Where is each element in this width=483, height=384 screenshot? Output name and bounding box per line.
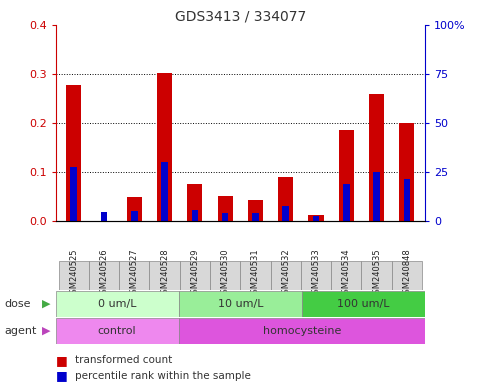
Bar: [222, 214, 228, 221]
FancyBboxPatch shape: [149, 261, 180, 290]
Bar: [369, 94, 384, 221]
FancyBboxPatch shape: [179, 291, 302, 317]
Bar: [161, 162, 168, 221]
Text: GSM240525: GSM240525: [69, 249, 78, 300]
Bar: [248, 200, 263, 221]
Bar: [187, 184, 202, 221]
Text: control: control: [98, 326, 136, 336]
Text: GSM240527: GSM240527: [130, 249, 139, 300]
FancyBboxPatch shape: [210, 261, 241, 290]
Bar: [131, 211, 138, 221]
FancyBboxPatch shape: [58, 261, 89, 290]
Bar: [313, 216, 319, 221]
Text: GDS3413 / 334077: GDS3413 / 334077: [175, 10, 306, 23]
FancyBboxPatch shape: [89, 261, 119, 290]
FancyBboxPatch shape: [302, 291, 425, 317]
Text: GSM240534: GSM240534: [342, 249, 351, 300]
Text: GSM240529: GSM240529: [190, 249, 199, 300]
FancyBboxPatch shape: [301, 261, 331, 290]
Bar: [399, 123, 414, 221]
FancyBboxPatch shape: [392, 261, 422, 290]
Bar: [343, 184, 350, 221]
Text: GSM240848: GSM240848: [402, 249, 412, 300]
FancyBboxPatch shape: [180, 261, 210, 290]
Bar: [217, 196, 233, 221]
Text: GSM240528: GSM240528: [160, 249, 169, 300]
Bar: [71, 167, 77, 221]
Bar: [339, 130, 354, 221]
Text: transformed count: transformed count: [75, 355, 172, 365]
FancyBboxPatch shape: [361, 261, 392, 290]
Bar: [127, 197, 142, 221]
Bar: [66, 85, 81, 221]
FancyBboxPatch shape: [179, 318, 425, 344]
Bar: [252, 214, 259, 221]
Text: homocysteine: homocysteine: [263, 326, 341, 336]
FancyBboxPatch shape: [56, 318, 179, 344]
Text: GSM240526: GSM240526: [99, 249, 109, 300]
Text: agent: agent: [5, 326, 37, 336]
Text: GSM240531: GSM240531: [251, 249, 260, 300]
Bar: [309, 215, 324, 221]
Text: ■: ■: [56, 354, 67, 367]
Bar: [403, 179, 410, 221]
Bar: [278, 177, 293, 221]
Text: 10 um/L: 10 um/L: [217, 299, 263, 309]
Text: GSM240530: GSM240530: [221, 249, 229, 300]
Bar: [157, 73, 172, 221]
Text: ▶: ▶: [42, 326, 51, 336]
FancyBboxPatch shape: [56, 291, 179, 317]
FancyBboxPatch shape: [119, 261, 149, 290]
Text: dose: dose: [5, 299, 31, 309]
Bar: [283, 206, 289, 221]
Text: ■: ■: [56, 369, 67, 382]
Text: 100 um/L: 100 um/L: [337, 299, 390, 309]
Text: GSM240535: GSM240535: [372, 249, 381, 300]
Bar: [373, 172, 380, 221]
FancyBboxPatch shape: [331, 261, 361, 290]
FancyBboxPatch shape: [270, 261, 301, 290]
Text: ▶: ▶: [42, 299, 51, 309]
Text: GSM240533: GSM240533: [312, 249, 321, 300]
Bar: [100, 212, 107, 221]
Bar: [192, 210, 198, 221]
Text: GSM240532: GSM240532: [281, 249, 290, 300]
Text: percentile rank within the sample: percentile rank within the sample: [75, 371, 251, 381]
FancyBboxPatch shape: [241, 261, 270, 290]
Text: 0 um/L: 0 um/L: [98, 299, 136, 309]
